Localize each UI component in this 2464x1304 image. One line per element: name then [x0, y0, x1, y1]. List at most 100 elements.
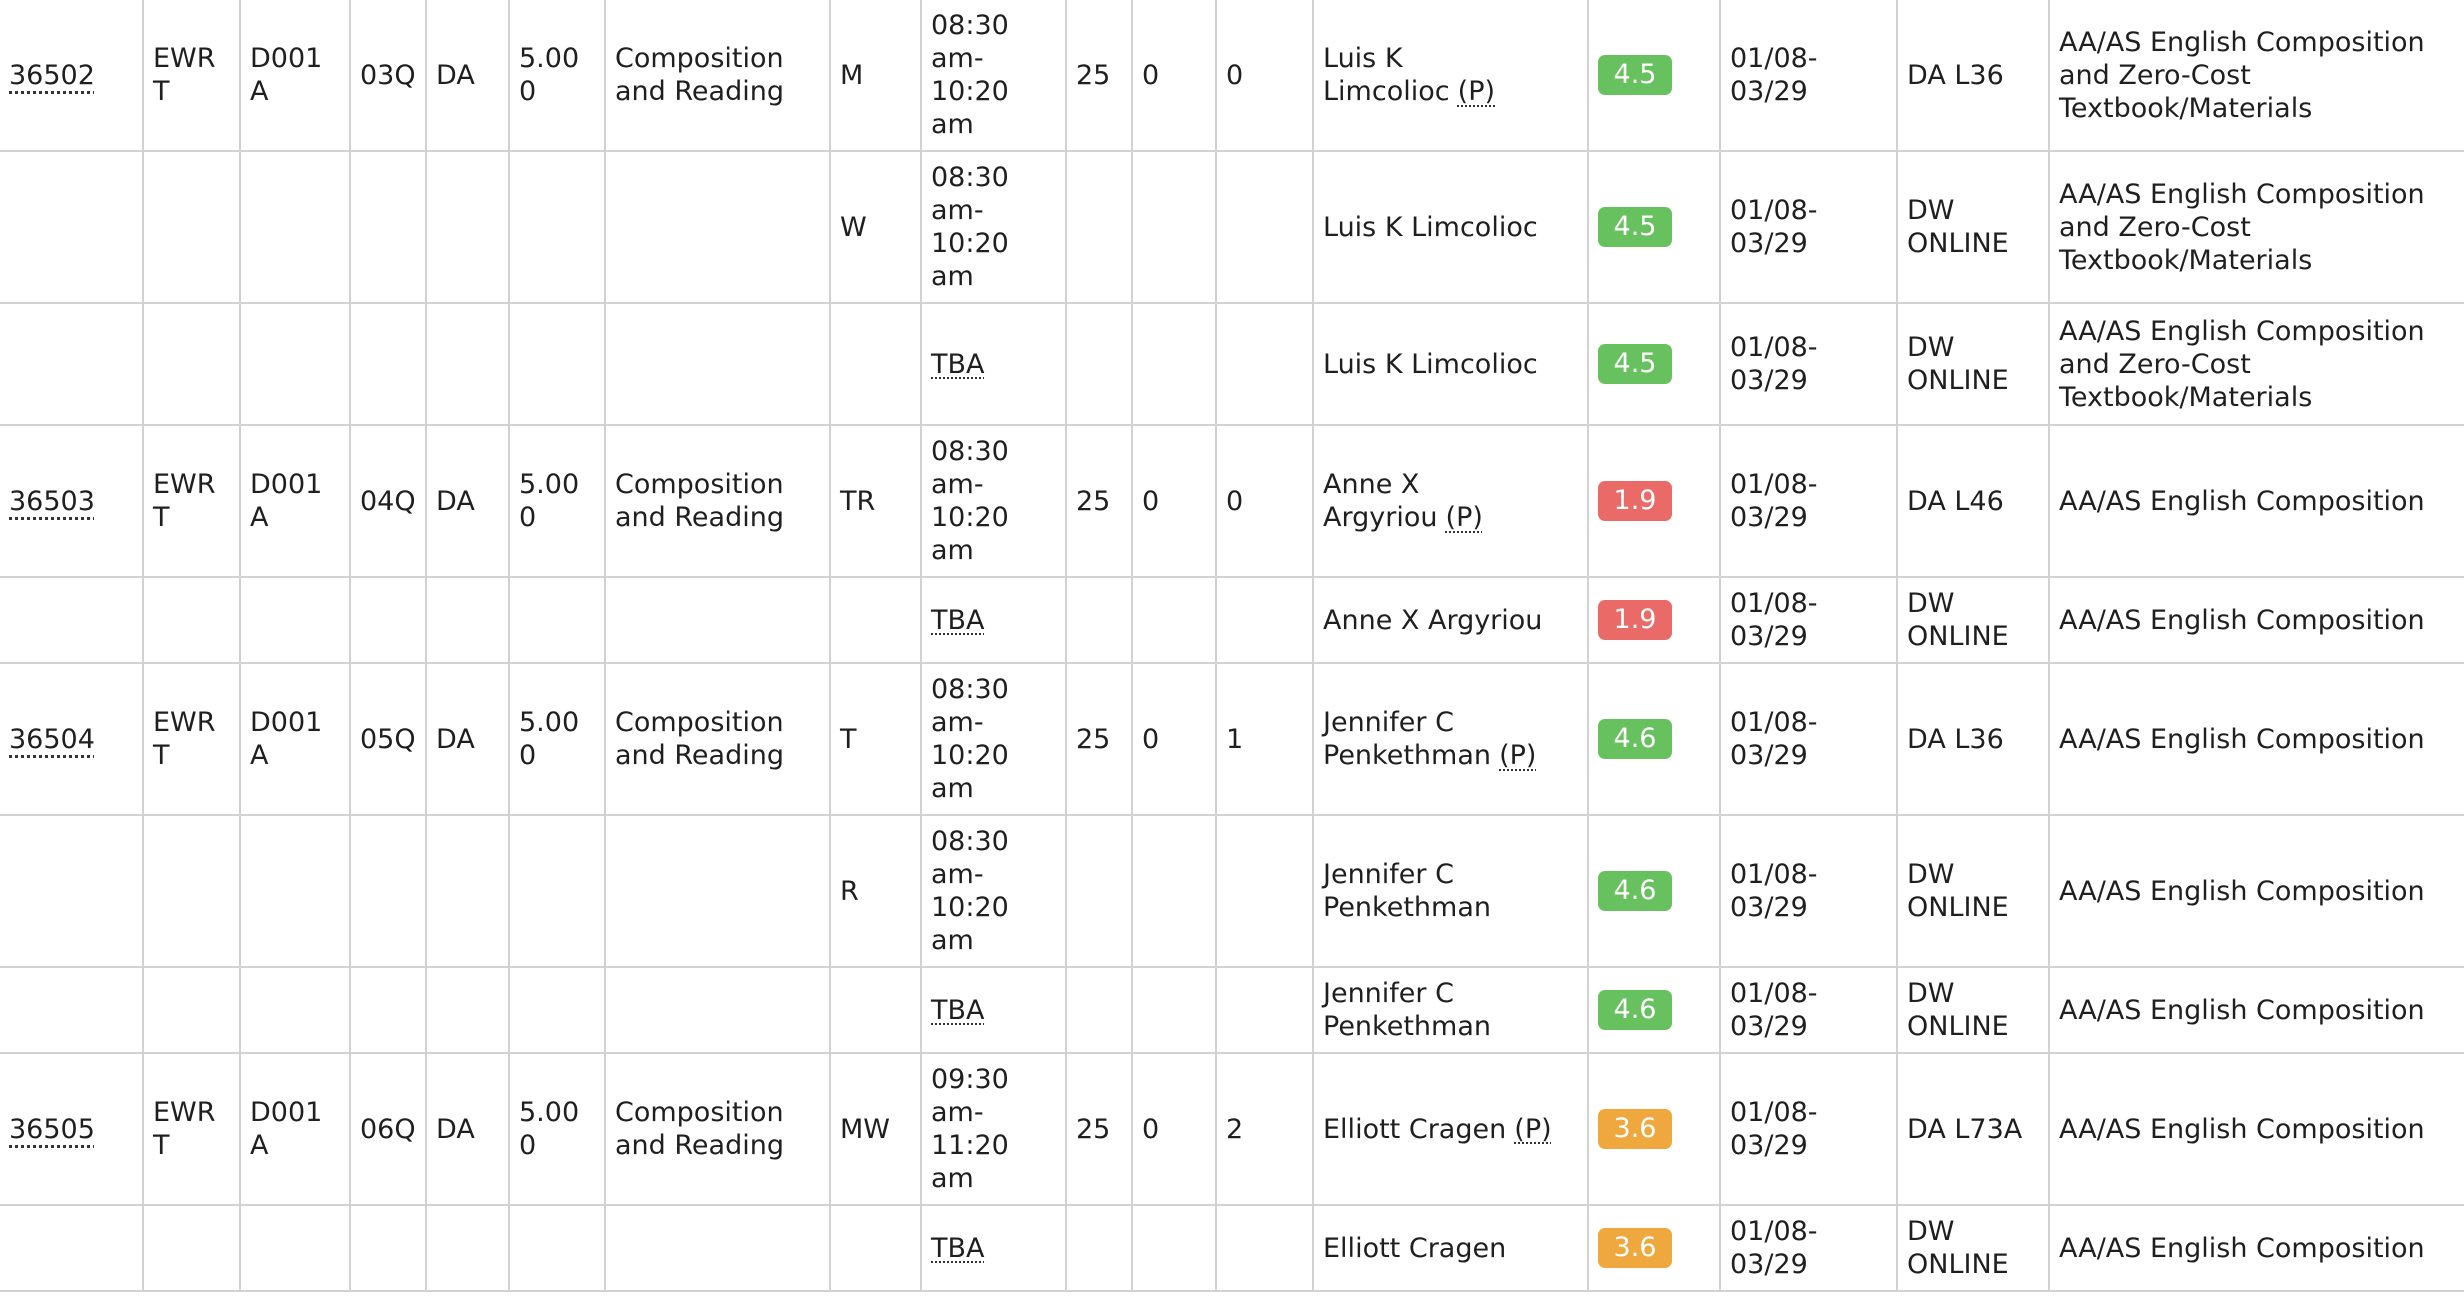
units-cell — [508, 814, 606, 968]
rating-badge[interactable]: 1.9 — [1598, 481, 1672, 521]
time-cell: TBA — [920, 966, 1067, 1054]
waitlist-cell: 0 — [1131, 1052, 1217, 1206]
waitlist-cell — [1131, 302, 1217, 426]
attributes-cell: AA/AS English Composition — [2048, 1052, 2464, 1206]
rating-cell: 1.9 — [1587, 576, 1721, 664]
attributes-cell: AA/AS English Composition — [2048, 662, 2464, 816]
primary-instructor-abbr: (P) — [1499, 740, 1537, 771]
location-cell: DA L46 — [1896, 424, 2050, 578]
time-cell: TBA — [920, 576, 1067, 664]
section-cell — [349, 966, 427, 1054]
time-cell: 08:30 am-10:20 am — [920, 662, 1067, 816]
crn-link[interactable]: 36502 — [9, 59, 95, 91]
crn-cell — [0, 576, 144, 664]
attributes-cell: AA/AS English Composition — [2048, 1204, 2464, 1292]
primary-instructor-abbr: (P) — [1514, 1113, 1552, 1145]
title-cell: Composition and Reading — [604, 1052, 831, 1206]
instructor-name: Jennifer C Penkethman — [1323, 859, 1491, 923]
waitlist-cap-cell — [1215, 302, 1314, 426]
instructor-name: Jennifer C Penkethman — [1323, 978, 1491, 1042]
instructor-cell: Luis K Limcolioc — [1312, 150, 1589, 304]
waitlist-cell — [1131, 576, 1217, 664]
crn-link[interactable]: 36504 — [9, 723, 95, 755]
instructor-cell: Jennifer C Penkethman — [1312, 966, 1589, 1054]
days-cell: W — [829, 150, 922, 304]
days-cell: T — [829, 662, 922, 816]
table-row: 36502 EWRT D001A 03Q DA 5.000 Compositio… — [0, 0, 2464, 152]
campus-cell — [425, 814, 510, 968]
days-cell — [829, 1204, 922, 1292]
dates-cell: 01/08-03/29 — [1719, 1052, 1898, 1206]
title-cell: Composition and Reading — [604, 424, 831, 578]
waitlist-cap-cell — [1215, 966, 1314, 1054]
section-cell: 06Q — [349, 1052, 427, 1206]
rating-badge[interactable]: 4.6 — [1598, 719, 1672, 759]
rating-badge[interactable]: 4.5 — [1598, 55, 1672, 95]
campus-cell: DA — [425, 662, 510, 816]
dates-cell: 01/08-03/29 — [1719, 1204, 1898, 1292]
campus-cell — [425, 302, 510, 426]
time-cell: 08:30 am-10:20 am — [920, 814, 1067, 968]
seats-cell: 25 — [1065, 662, 1133, 816]
time-text: 08:30 am-10:20 am — [931, 10, 1009, 140]
campus-cell: DA — [425, 1052, 510, 1206]
campus-cell — [425, 966, 510, 1054]
tba-abbr: TBA — [931, 994, 985, 1026]
rating-badge[interactable]: 4.5 — [1598, 344, 1672, 384]
dates-cell: 01/08-03/29 — [1719, 966, 1898, 1054]
tba-abbr: TBA — [931, 348, 985, 380]
section-cell — [349, 150, 427, 304]
dates-cell: 01/08-03/29 — [1719, 662, 1898, 816]
crn-cell — [0, 150, 144, 304]
attributes-cell: AA/AS English Composition — [2048, 576, 2464, 664]
instructor-name: Elliott Cragen — [1323, 1232, 1507, 1264]
table-row: TBA Anne X Argyriou 1.9 01/08-03/29 DW O… — [0, 576, 2464, 664]
time-cell: TBA — [920, 302, 1067, 426]
rating-badge[interactable]: 4.5 — [1598, 207, 1672, 247]
subject-cell: EWRT — [142, 662, 241, 816]
rating-badge[interactable]: 4.6 — [1598, 990, 1672, 1030]
location-cell: DW ONLINE — [1896, 576, 2050, 664]
rating-badge[interactable]: 3.6 — [1598, 1109, 1672, 1149]
table-row: TBA Luis K Limcolioc 4.5 01/08-03/29 DW … — [0, 302, 2464, 426]
location-cell: DW ONLINE — [1896, 1204, 2050, 1292]
subject-cell: EWRT — [142, 424, 241, 578]
rating-badge[interactable]: 1.9 — [1598, 600, 1672, 640]
rating-badge[interactable]: 4.6 — [1598, 871, 1672, 911]
crn-link[interactable]: 36503 — [9, 485, 95, 517]
seats-cell: 25 — [1065, 0, 1133, 152]
table-row: 36504 EWRT D001A 05Q DA 5.000 Compositio… — [0, 662, 2464, 816]
units-cell — [508, 1204, 606, 1292]
rating-cell: 4.6 — [1587, 662, 1721, 816]
location-cell: DW ONLINE — [1896, 150, 2050, 304]
campus-cell: DA — [425, 424, 510, 578]
time-text: 08:30 am-10:20 am — [931, 436, 1009, 566]
dates-cell: 01/08-03/29 — [1719, 302, 1898, 426]
subject-cell: EWRT — [142, 1052, 241, 1206]
dates-cell: 01/08-03/29 — [1719, 424, 1898, 578]
rating-badge[interactable]: 3.6 — [1598, 1228, 1672, 1268]
seats-cell — [1065, 150, 1133, 304]
time-text: 08:30 am-10:20 am — [931, 162, 1009, 292]
attributes-cell: AA/AS English Composition — [2048, 424, 2464, 578]
crn-link[interactable]: 36505 — [9, 1113, 95, 1145]
days-cell: TR — [829, 424, 922, 578]
rating-cell: 4.5 — [1587, 302, 1721, 426]
title-cell: Composition and Reading — [604, 0, 831, 152]
instructor-name: Anne X Argyriou — [1323, 604, 1543, 636]
waitlist-cell — [1131, 1204, 1217, 1292]
subject-cell — [142, 302, 241, 426]
dates-cell: 01/08-03/29 — [1719, 0, 1898, 152]
dates-cell: 01/08-03/29 — [1719, 814, 1898, 968]
waitlist-cell — [1131, 150, 1217, 304]
time-cell: 08:30 am-10:20 am — [920, 0, 1067, 152]
attributes-cell: AA/AS English Composition and Zero-Cost … — [2048, 0, 2464, 152]
waitlist-cap-cell: 1 — [1215, 662, 1314, 816]
crn-cell — [0, 814, 144, 968]
waitlist-cap-cell: 0 — [1215, 424, 1314, 578]
instructor-cell: Anne X Argyriou — [1312, 576, 1589, 664]
time-cell: 08:30 am-10:20 am — [920, 150, 1067, 304]
primary-instructor-abbr: (P) — [1445, 502, 1483, 533]
seats-cell — [1065, 1204, 1133, 1292]
